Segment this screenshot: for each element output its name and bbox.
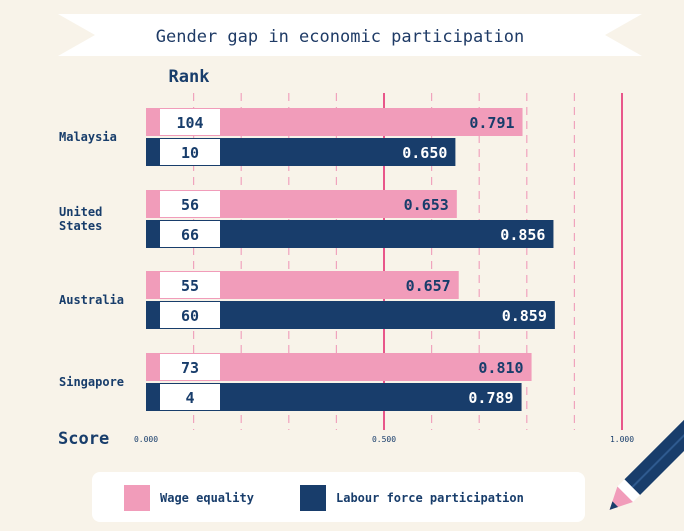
category-labels: Malaysia United States Australia Singapore [59, 130, 124, 389]
data-label: 0.791 [469, 114, 514, 132]
legend-swatch-labour [300, 485, 326, 511]
data-label: 0.789 [468, 389, 513, 407]
pencil-icon [609, 415, 684, 510]
data-label: 0.859 [502, 307, 547, 325]
category-label-line: Singapore [59, 375, 124, 389]
category-label-line: United [59, 205, 102, 219]
legend-box [92, 472, 585, 522]
bars: 104 0.791 10 0.650 56 0.653 66 0.856 55 0.657 60 0.… [146, 108, 555, 411]
legend-label-wage: Wage equality [160, 491, 254, 505]
category-label: Singapore [59, 375, 124, 389]
category-label: United States [59, 205, 102, 233]
rank-label: 10 [181, 144, 199, 162]
category-label: Malaysia [59, 130, 117, 144]
rank-box [160, 302, 220, 328]
data-label: 0.810 [478, 359, 523, 377]
data-label: 0.657 [406, 277, 451, 295]
x-tick-label: 0.000 [134, 435, 158, 444]
legend-label-labour: Labour force participation [336, 491, 524, 505]
rank-box [160, 109, 220, 135]
category-label: Australia [59, 293, 124, 307]
rank-label: 55 [181, 277, 199, 295]
rank-box [160, 191, 220, 217]
data-label: 0.856 [500, 226, 545, 244]
x-tick-label: 0.500 [372, 435, 396, 444]
category-label-line: States [59, 219, 102, 233]
x-axis-ticks: 0.000 0.500 1.000 [134, 435, 634, 444]
legend-swatch-wage [124, 485, 150, 511]
category-label-line: Australia [59, 293, 124, 307]
data-label: 0.650 [402, 144, 447, 162]
title-banner [58, 14, 642, 56]
rank-label: 56 [181, 196, 199, 214]
x-tick-label: 1.000 [610, 435, 634, 444]
rank-label: 66 [181, 226, 199, 244]
rank-label: 60 [181, 307, 199, 325]
rank-box [160, 221, 220, 247]
rank-box [160, 139, 220, 165]
rank-box [160, 272, 220, 298]
rank-label: 73 [181, 359, 199, 377]
rank-box [160, 384, 220, 410]
rank-label: 104 [176, 114, 203, 132]
score-axis-label: Score [58, 429, 109, 449]
chart-title: Gender gap in economic participation [156, 27, 524, 47]
rank-heading: Rank [169, 67, 210, 87]
data-label: 0.653 [404, 196, 449, 214]
rank-label: 4 [185, 389, 194, 407]
rank-box [160, 354, 220, 380]
category-label-line: Malaysia [59, 130, 117, 144]
